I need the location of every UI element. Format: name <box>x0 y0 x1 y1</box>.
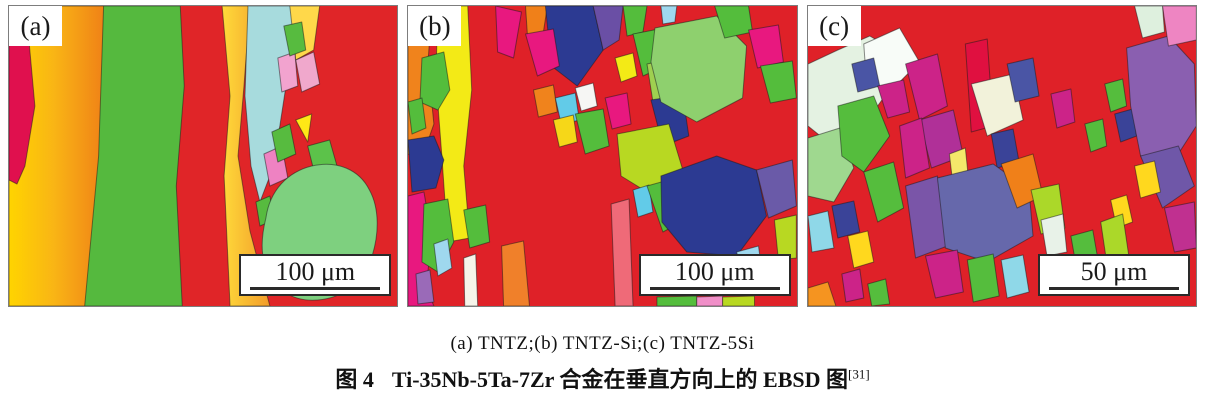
panel-c-label-text: (c) <box>819 10 850 41</box>
panel-a-scale-bar: 100 μm <box>239 254 392 296</box>
panel-b: (b) 100 μm <box>407 5 798 307</box>
panel-c: (c) 50 μm <box>806 5 1197 307</box>
caption-reference: [31] <box>848 366 870 382</box>
panel-a-label: (a) <box>9 6 62 46</box>
figure-caption: 图 4 Ti-35Nb-5Ta-7Zr 合金在垂直方向上的 EBSD 图[31] <box>0 362 1205 394</box>
caption-number: 图 4 <box>335 367 374 392</box>
panel-c-scale-bar: 50 μm <box>1037 254 1190 296</box>
panel-b-label-text: (b) <box>419 10 451 41</box>
panel-a-scale-text: 100 μm <box>275 257 356 286</box>
panel-a: (a) 100 μm <box>8 5 399 307</box>
caption-title: Ti-35Nb-5Ta-7Zr 合金在垂直方向上的 EBSD 图 <box>391 367 848 392</box>
panel-b-scale-bar: 100 μm <box>638 254 791 296</box>
ebsd-map-c-image <box>807 6 1196 306</box>
panel-row: (a) 100 μm <box>8 5 1197 307</box>
panel-a-scale-line <box>250 287 381 290</box>
panel-a-label-text: (a) <box>20 10 51 41</box>
panel-c-scale-line <box>1048 287 1180 290</box>
panel-b-label: (b) <box>408 6 462 46</box>
subcaption: (a) TNTZ;(b) TNTZ-Si;(c) TNTZ-5Si <box>450 333 755 354</box>
panel-c-label: (c) <box>807 6 861 46</box>
panel-c-scale-text: 50 μm <box>1080 257 1148 286</box>
panel-b-scale-line <box>649 287 780 290</box>
panel-b-scale-text: 100 μm <box>674 257 755 286</box>
